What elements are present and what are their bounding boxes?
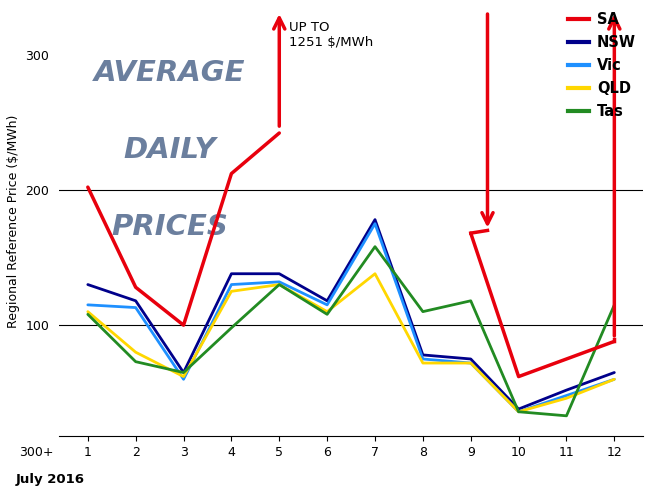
Text: PRICES: PRICES bbox=[112, 213, 229, 241]
Text: 300+: 300+ bbox=[19, 446, 53, 459]
Text: AVERAGE: AVERAGE bbox=[94, 59, 246, 87]
Text: July 2016: July 2016 bbox=[16, 472, 84, 486]
Text: DAILY: DAILY bbox=[124, 136, 216, 164]
Legend: SA, NSW, Vic, QLD, Tas: SA, NSW, Vic, QLD, Tas bbox=[562, 6, 642, 124]
Y-axis label: Regional Reference Price ($/MWh): Regional Reference Price ($/MWh) bbox=[7, 115, 20, 328]
Text: UP TO
1251 $/MWh: UP TO 1251 $/MWh bbox=[289, 20, 373, 49]
